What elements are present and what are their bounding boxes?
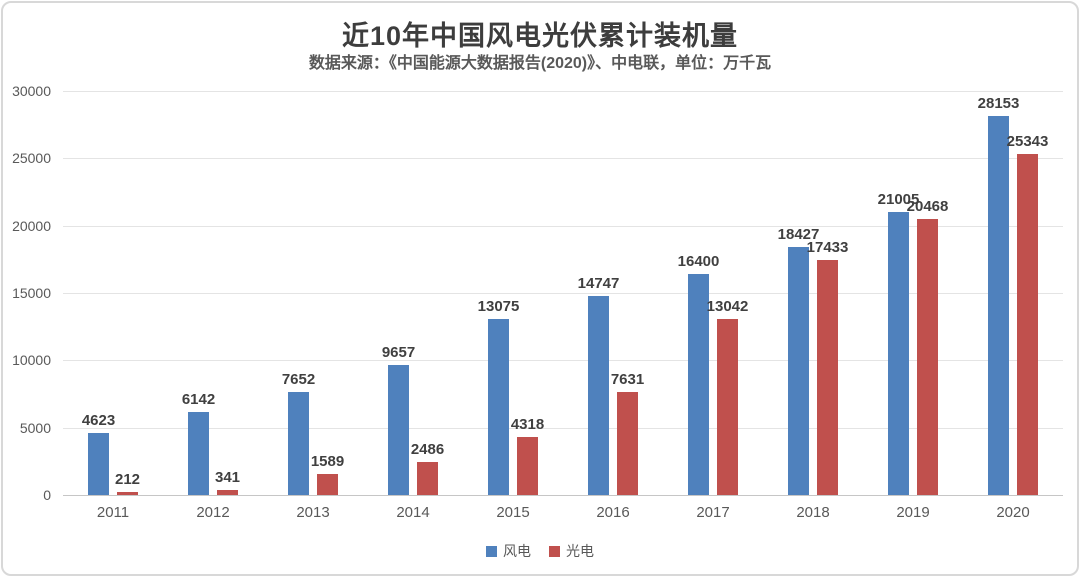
y-tick-label: 25000 (12, 150, 51, 167)
solar-value-label: 25343 (1006, 133, 1049, 150)
bar-group: 28153 25343 (963, 91, 1063, 495)
legend-label-solar: 光电 (566, 543, 594, 559)
solar-value-label: 20468 (906, 198, 949, 215)
gridline (63, 91, 1063, 92)
x-tick-label: 2014 (396, 504, 430, 521)
solar-bar: 25343 (1007, 133, 1048, 495)
legend-item-solar: 光电 (549, 541, 594, 561)
gridline (63, 158, 1063, 160)
solar-bar: 20468 (907, 198, 948, 495)
x-tick-label: 2019 (896, 504, 930, 521)
wind-value-label: 13075 (477, 298, 520, 315)
wind-value-label: 18427 (777, 226, 820, 243)
wind-value-label: 4623 (81, 412, 116, 429)
x-tick-label: 2020 (996, 504, 1030, 521)
legend-item-wind: 风电 (486, 541, 531, 561)
wind-bar: 13075 (478, 298, 519, 495)
wind-bar: 14747 (578, 275, 619, 495)
x-tick-label: 2016 (596, 504, 630, 521)
bar-group: 4623 212 (63, 91, 163, 495)
x-axis: 2011 2012 2013 2014 2015 2016 2017 2018 2019 2020 (63, 504, 1063, 526)
gridline (63, 360, 1063, 362)
wind-value-label: 7652 (281, 371, 316, 388)
bar-group: 21005 20468 (863, 91, 963, 495)
solar-bar: 1589 (311, 453, 344, 495)
gridline (63, 225, 1063, 227)
solar-value-label: 212 (114, 471, 141, 488)
solar-bar: 212 (115, 471, 140, 495)
wind-bar: 18427 (778, 226, 819, 495)
wind-bar: 16400 (678, 253, 719, 495)
legend-label-wind: 风电 (503, 543, 531, 559)
solar-bar: 13042 (707, 298, 748, 495)
wind-value-label: 6142 (181, 391, 216, 408)
wind-bar: 28153 (978, 95, 1019, 495)
legend-swatch-wind-icon (486, 545, 497, 557)
wind-bar: 6142 (182, 391, 215, 495)
y-tick-label: 5000 (19, 419, 51, 436)
solar-bar: 17433 (807, 239, 848, 495)
solar-value-label: 13042 (706, 298, 749, 315)
x-tick-label: 2017 (696, 504, 730, 521)
wind-value-label: 14747 (577, 275, 620, 292)
wind-value-label: 21005 (877, 191, 920, 208)
x-tick-label: 2013 (296, 504, 330, 521)
wind-value-label: 28153 (977, 95, 1020, 112)
bar-group: 7652 1589 (263, 91, 363, 495)
legend: 风电 光电 (3, 541, 1077, 561)
x-tick-label: 2015 (496, 504, 530, 521)
wind-bar: 9657 (382, 344, 415, 495)
solar-bar: 341 (215, 469, 240, 495)
solar-bar: 7631 (611, 371, 644, 495)
solar-value-label: 4318 (510, 416, 545, 433)
gridline (63, 293, 1063, 294)
x-tick-label: 2012 (196, 504, 230, 521)
plot-area: 4623 212 6142 341 7652 1589 9657 2486 13075 4318 1… (63, 91, 1063, 496)
legend-swatch-solar-icon (549, 545, 560, 557)
bar-group: 16400 13042 (663, 91, 763, 495)
x-tick-label: 2018 (796, 504, 830, 521)
bar-group: 14747 7631 (563, 91, 663, 495)
y-tick-label: 15000 (12, 285, 51, 301)
wind-value-label: 16400 (677, 253, 720, 270)
solar-value-label: 17433 (806, 239, 849, 256)
bar-group: 18427 17433 (763, 91, 863, 495)
wind-bar: 21005 (878, 191, 919, 495)
solar-value-label: 2486 (410, 441, 445, 458)
chart-subtitle: 数据来源：《中国能源大数据报告(2020)》、中电联，单位：万千瓦 (308, 55, 772, 72)
x-tick-label: 2011 (96, 504, 130, 521)
y-tick-label: 10000 (12, 352, 51, 369)
y-tick-label: 30000 (12, 83, 51, 99)
y-tick-label: 20000 (12, 217, 51, 234)
wind-bar: 4623 (82, 412, 115, 495)
y-tick-label: 0 (43, 487, 51, 503)
wind-value-label: 9657 (381, 344, 416, 361)
solar-value-label: 7631 (610, 371, 645, 388)
solar-value-label: 341 (214, 469, 241, 486)
bar-group: 13075 4318 (463, 91, 563, 495)
solar-bar: 2486 (411, 441, 444, 495)
bar-group: 9657 2486 (363, 91, 463, 495)
gridline (63, 427, 1063, 429)
bar-group: 6142 341 (163, 91, 263, 495)
wind-bar: 7652 (282, 371, 315, 495)
y-axis: 0 5000 10000 15000 20000 25000 30000 (3, 83, 63, 503)
chart-title: 近10年中国风电光伏累计装机量 (341, 21, 739, 51)
solar-bar: 4318 (511, 416, 544, 495)
solar-value-label: 1589 (310, 453, 345, 470)
